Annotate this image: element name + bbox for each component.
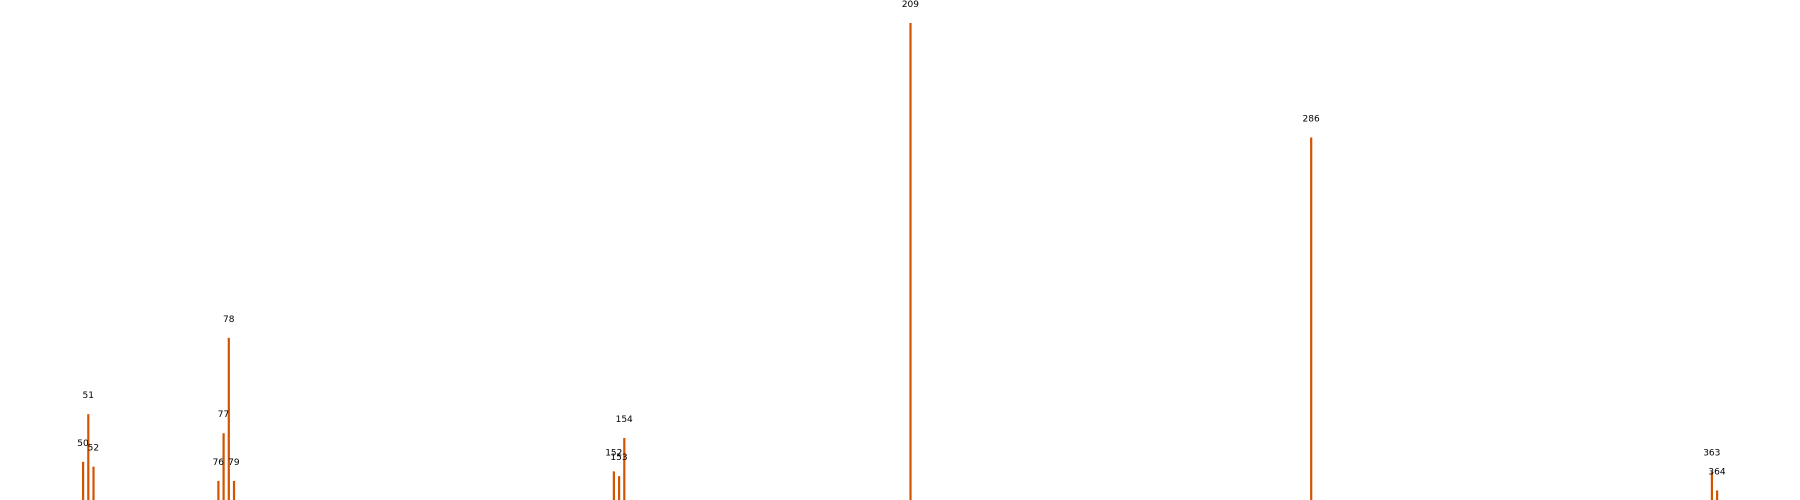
bar-label-51: 51 — [82, 391, 93, 401]
bar-label-286: 286 — [1303, 114, 1320, 124]
bar-label-363: 363 — [1703, 448, 1720, 458]
bar-label-154: 154 — [616, 415, 633, 425]
bar-mz-286 — [1310, 137, 1313, 500]
bar-mz-153 — [617, 476, 621, 500]
bar-mz-363 — [1710, 471, 1713, 500]
bar-mz-77 — [222, 433, 225, 500]
bar-mz-152 — [612, 471, 615, 500]
bar-mz-76 — [217, 480, 220, 500]
bar-mz-79 — [232, 480, 236, 500]
bar-label-79: 79 — [228, 458, 240, 468]
bar-mz-52 — [92, 466, 95, 500]
bar-label-50: 50 — [77, 439, 89, 449]
bar-mz-154 — [623, 437, 626, 500]
bar-mz-50 — [82, 461, 85, 500]
bars-layer — [82, 23, 1719, 500]
bar-label-76: 76 — [213, 458, 225, 468]
bar-label-152: 152 — [605, 448, 622, 458]
bar-label-364: 364 — [1708, 467, 1725, 477]
bar-label-52: 52 — [88, 444, 99, 454]
bar-mz-364 — [1716, 490, 1719, 500]
bar-label-153: 153 — [610, 453, 627, 463]
bar-label-209: 209 — [902, 0, 919, 10]
bar-label-77: 77 — [218, 410, 229, 420]
bar-mz-51 — [87, 414, 90, 500]
bar-mz-209 — [909, 23, 912, 500]
bar-mz-78 — [227, 337, 230, 500]
bar-label-78: 78 — [223, 315, 235, 325]
